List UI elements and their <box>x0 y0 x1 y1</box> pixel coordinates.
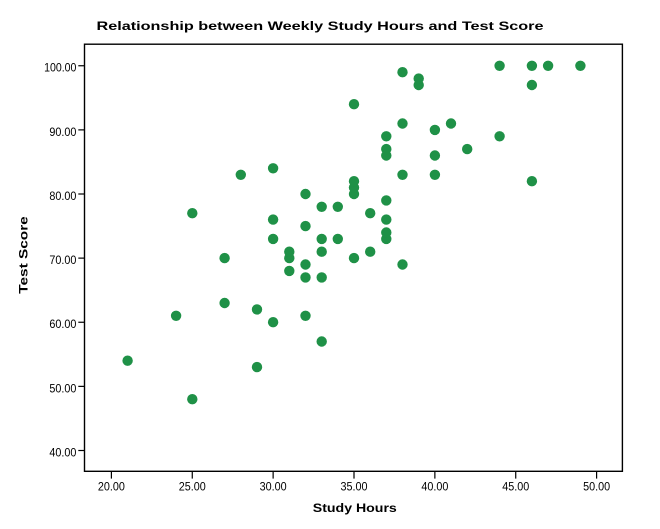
svg-text:35.00: 35.00 <box>341 480 368 494</box>
svg-text:80.00: 80.00 <box>49 189 76 203</box>
svg-text:40.00: 40.00 <box>49 445 76 459</box>
svg-text:60.00: 60.00 <box>49 317 76 331</box>
svg-text:45.00: 45.00 <box>502 480 529 494</box>
svg-text:30.00: 30.00 <box>260 480 287 494</box>
svg-text:40.00: 40.00 <box>421 480 448 494</box>
svg-text:Relationship between Weekly St: Relationship between Weekly Study Hours … <box>97 19 544 33</box>
svg-text:Study Hours: Study Hours <box>313 501 397 515</box>
svg-text:20.00: 20.00 <box>98 480 125 494</box>
svg-text:50.00: 50.00 <box>583 480 610 494</box>
svg-text:70.00: 70.00 <box>49 253 76 267</box>
svg-text:25.00: 25.00 <box>179 480 206 494</box>
svg-text:50.00: 50.00 <box>49 381 76 395</box>
svg-text:100.00: 100.00 <box>44 61 76 75</box>
svg-text:90.00: 90.00 <box>49 125 76 139</box>
svg-text:Test Score: Test Score <box>17 216 31 294</box>
